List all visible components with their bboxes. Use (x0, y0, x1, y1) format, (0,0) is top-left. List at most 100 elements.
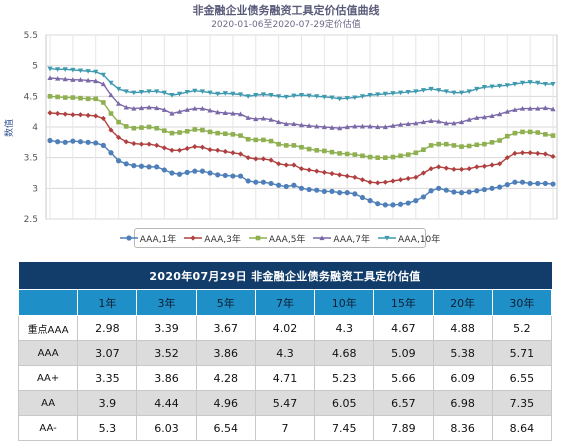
data-point (154, 125, 159, 131)
data-point (70, 95, 76, 100)
data-point (100, 72, 106, 78)
data-point (397, 177, 404, 183)
y-tick-label: 3.5 (24, 154, 38, 164)
table-cell: 6.05 (314, 390, 375, 416)
data-point (47, 94, 53, 99)
data-point (291, 93, 297, 99)
row-label: AAA (17, 340, 79, 366)
table-row: AA+ 3.35 3.86 4.28 4.71 5.23 5.66 6.09 6.55 (17, 365, 553, 391)
data-point (489, 140, 495, 145)
table-cell: 3.39 (136, 315, 197, 341)
data-point (169, 110, 175, 116)
table-cell: 6.98 (432, 390, 493, 416)
chart-subtitle: 2020-01-06至2020-07-29定价估值 (211, 18, 361, 30)
data-point (154, 142, 160, 148)
data-point (527, 129, 533, 135)
data-point (192, 127, 198, 132)
data-point (283, 94, 289, 100)
data-point (131, 125, 137, 131)
table-cell: 4.71 (254, 365, 316, 391)
data-point (314, 123, 320, 129)
series-4 (47, 75, 556, 131)
table-cell: 3.07 (77, 340, 138, 366)
data-point (443, 187, 449, 193)
data-point (55, 67, 61, 72)
data-point (405, 152, 411, 157)
data-point (115, 158, 122, 164)
data-point (268, 93, 274, 98)
data-point (319, 235, 326, 241)
data-point (382, 91, 388, 97)
data-point (436, 185, 442, 191)
table-row: AAA 3.07 3.52 3.86 4.3 4.68 5.09 5.38 5.71 (17, 340, 553, 366)
data-point (466, 117, 472, 122)
data-point (367, 198, 373, 204)
table-cell: 4.3 (314, 315, 375, 341)
y-tick-label: 5 (32, 62, 38, 72)
y-tick-label: 3 (32, 184, 38, 194)
legend-swatch (313, 235, 332, 241)
data-point (230, 91, 236, 97)
data-point (298, 185, 305, 191)
data-point (298, 166, 305, 172)
table-cell: 5.47 (254, 390, 316, 416)
table-cell: 5.71 (491, 340, 553, 366)
legend-swatch (248, 235, 267, 241)
data-point (413, 120, 419, 126)
data-point (215, 91, 221, 97)
data-point (276, 141, 281, 147)
data-point (245, 136, 251, 142)
data-point (428, 118, 434, 123)
table-cell: 4.28 (195, 365, 256, 391)
data-point (421, 147, 426, 152)
data-point (55, 110, 61, 117)
table-cell: 4.44 (136, 390, 197, 416)
data-point (162, 128, 167, 133)
chart-svg: 非金融企业债务融资工具定价估值曲线 2020-01-06至2020-07-29定… (3, 3, 558, 225)
table-cell: 3.35 (77, 365, 138, 391)
column-header: 1年 (77, 289, 138, 316)
data-point (154, 89, 160, 95)
row-label: AA (17, 390, 79, 416)
table-cell: 6.09 (432, 365, 493, 391)
data-point (93, 69, 99, 75)
data-point (184, 145, 190, 152)
data-point (55, 139, 61, 145)
data-point (237, 92, 244, 98)
data-point (451, 143, 457, 148)
data-point (268, 138, 274, 144)
data-point (93, 78, 99, 84)
data-point (337, 125, 343, 131)
data-point (512, 150, 518, 156)
data-point (512, 130, 518, 136)
data-point (306, 146, 312, 152)
data-point (138, 105, 145, 111)
data-point (230, 132, 236, 137)
data-point (504, 109, 510, 114)
data-point (329, 188, 335, 194)
data-point (497, 111, 503, 117)
data-point (298, 93, 305, 98)
data-point (413, 150, 419, 156)
data-point (268, 117, 274, 122)
data-point (550, 106, 556, 112)
data-point (367, 154, 373, 160)
data-point (108, 80, 114, 86)
legend-label: AAA,1年 (139, 234, 177, 245)
legend-swatch (184, 235, 203, 241)
data-point (519, 106, 526, 111)
data-point (466, 166, 472, 172)
table-cell: 4.67 (373, 315, 434, 341)
data-point (100, 115, 106, 122)
data-point (359, 177, 366, 183)
data-point (413, 198, 419, 204)
data-point (436, 164, 442, 170)
data-point (260, 179, 266, 185)
table-cell: 4.88 (432, 315, 493, 341)
data-point (375, 124, 381, 130)
data-point (222, 148, 228, 155)
legend-label: AAA,7年 (333, 234, 370, 245)
data-point (283, 121, 289, 127)
column-header: 15年 (373, 289, 434, 316)
